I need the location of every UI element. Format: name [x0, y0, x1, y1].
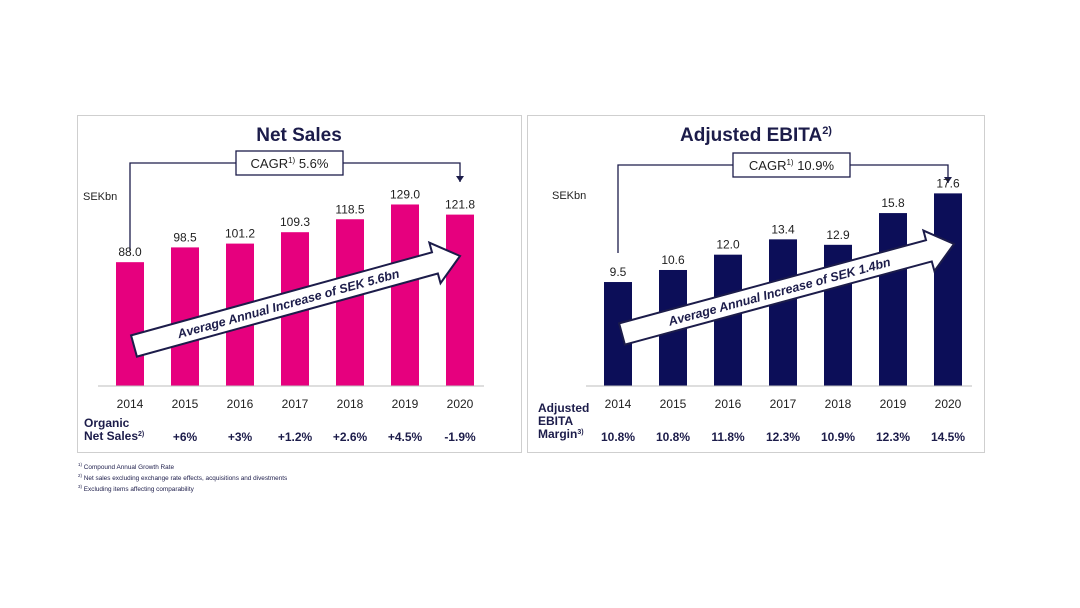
ebita-value-label-2020: 17.6 [936, 176, 960, 190]
ebita-bar-2016 [714, 254, 742, 386]
ebita-year-label-2016: 2016 [715, 397, 742, 411]
sales-year-label-2016: 2016 [227, 397, 254, 411]
sales-row-label: Organic Net Sales2) [84, 416, 144, 443]
sales-value-label-2017: 109.3 [280, 215, 310, 229]
ebita-cagr-box [732, 152, 851, 178]
footnote-2: 2) Net sales excluding exchange rate eff… [78, 473, 288, 483]
ebita-bar-2019 [879, 213, 907, 386]
sales-row-value-2016: +3% [228, 430, 253, 444]
adjusted-ebita-panel: Adjusted EBITA2) CAGR1) 10.9% SEKbn 9.5 2014… [527, 115, 985, 453]
ebita-row-value-2020: 14.5% [931, 430, 965, 444]
sales-year-label-2018: 2018 [337, 397, 364, 411]
sales-bar-2015 [171, 247, 199, 386]
sales-bar-2014 [116, 262, 144, 386]
sales-trend-arrow-shape [129, 240, 462, 358]
ebita-title: Adjusted EBITA2) [680, 125, 832, 146]
ebita-value-label-2016: 12.0 [716, 238, 740, 252]
ebita-year-label-2019: 2019 [880, 397, 907, 411]
sales-cagr-arrowhead [456, 176, 464, 182]
ebita-bar-2017 [769, 239, 797, 386]
sales-row-value-2017: +1.2% [278, 430, 313, 444]
sales-value-label-2019: 129.0 [390, 187, 420, 201]
ebita-unit-label: SEKbn [552, 190, 586, 202]
ebita-value-label-2014: 9.5 [610, 265, 627, 279]
sales-value-label-2016: 101.2 [225, 227, 255, 241]
ebita-value-label-2018: 12.9 [826, 228, 850, 242]
ebita-cagr-label: CAGR1) 10.9% [749, 158, 835, 173]
ebita-year-label-2018: 2018 [825, 397, 852, 411]
sales-value-label-2020: 121.8 [445, 198, 475, 212]
sales-value-label-2015: 98.5 [173, 230, 197, 244]
net-sales-chart: Net Sales CAGR1) 5.6% SEKbn 88.0 2014 98.5 201… [83, 125, 484, 444]
ebita-cagr-arrowhead [944, 177, 952, 183]
sales-bar-2018 [336, 219, 364, 386]
footnote-3: 3) Excluding items affecting comparabili… [78, 484, 194, 494]
adjusted-ebita-chart: Adjusted EBITA2) CAGR1) 10.9% SEKbn 9.5 2014… [538, 125, 972, 444]
sales-cagr-box [235, 150, 344, 176]
ebita-trend-arrow-shape [617, 228, 956, 346]
sales-value-label-2014: 88.0 [118, 245, 142, 259]
ebita-bar-2020 [934, 193, 962, 386]
ebita-row-label: Adjusted EBITA Margin3) [538, 401, 589, 441]
ebita-year-label-2017: 2017 [770, 397, 797, 411]
footnote-1: 1) Compound Annual Growth Rate [78, 462, 175, 472]
sales-unit-label: SEKbn [83, 191, 117, 203]
ebita-year-label-2014: 2014 [605, 397, 632, 411]
sales-year-label-2015: 2015 [172, 397, 199, 411]
ebita-row-value-2015: 10.8% [656, 430, 690, 444]
sales-cagr-label: CAGR1) 5.6% [251, 156, 329, 171]
sales-year-label-2020: 2020 [447, 397, 474, 411]
sales-year-label-2019: 2019 [392, 397, 419, 411]
ebita-value-label-2015: 10.6 [661, 253, 685, 267]
ebita-row-value-2018: 10.9% [821, 430, 855, 444]
sales-row-value-2015: +6% [173, 430, 198, 444]
ebita-value-label-2019: 15.8 [881, 196, 905, 210]
sales-title: Net Sales [256, 125, 342, 146]
sales-bar-2019 [391, 204, 419, 386]
sales-row-value-2018: +2.6% [333, 430, 368, 444]
sales-year-label-2017: 2017 [282, 397, 309, 411]
sales-value-label-2018: 118.5 [335, 202, 364, 216]
sales-row-value-2019: +4.5% [388, 430, 423, 444]
sales-year-label-2014: 2014 [117, 397, 144, 411]
ebita-row-value-2019: 12.3% [876, 430, 910, 444]
net-sales-panel: Net Sales CAGR1) 5.6% SEKbn 88.0 2014 98.5 201… [77, 115, 522, 453]
ebita-row-value-2017: 12.3% [766, 430, 800, 444]
ebita-value-label-2017: 13.4 [771, 222, 795, 236]
ebita-row-value-2016: 11.8% [711, 430, 745, 444]
ebita-year-label-2015: 2015 [660, 397, 687, 411]
footnotes: 1) Compound Annual Growth Rate 2) Net sa… [78, 461, 287, 494]
ebita-year-label-2020: 2020 [935, 397, 962, 411]
ebita-row-value-2014: 10.8% [601, 430, 635, 444]
sales-row-value-2020: -1.9% [444, 430, 476, 444]
sales-bar-2020 [446, 214, 474, 386]
